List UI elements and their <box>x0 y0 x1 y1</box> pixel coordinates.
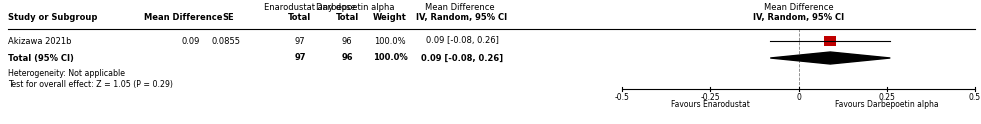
Text: -0.5: -0.5 <box>614 93 630 102</box>
Text: Favours Enarodustat: Favours Enarodustat <box>671 100 749 109</box>
Text: Mean Difference: Mean Difference <box>763 3 833 12</box>
Text: 100.0%: 100.0% <box>374 36 406 46</box>
Text: 97: 97 <box>294 36 305 46</box>
Text: 96: 96 <box>341 53 353 62</box>
Text: Total (95% CI): Total (95% CI) <box>8 53 74 62</box>
Text: Test for overall effect: Z = 1.05 (P = 0.29): Test for overall effect: Z = 1.05 (P = 0… <box>8 79 173 89</box>
Text: -0.25: -0.25 <box>700 93 720 102</box>
Text: Mean Difference: Mean Difference <box>425 3 494 12</box>
Polygon shape <box>770 52 891 64</box>
Text: 0.09: 0.09 <box>181 36 200 46</box>
Text: 0.25: 0.25 <box>878 93 896 102</box>
Text: Weight: Weight <box>373 13 407 22</box>
Text: Total: Total <box>288 13 312 22</box>
Text: 100.0%: 100.0% <box>373 53 407 62</box>
Text: IV, Random, 95% CI: IV, Random, 95% CI <box>417 13 507 22</box>
Bar <box>824 36 836 46</box>
Text: 0.5: 0.5 <box>969 93 981 102</box>
Text: 0: 0 <box>796 93 800 102</box>
Text: 0.0855: 0.0855 <box>211 36 240 46</box>
Text: Heterogeneity: Not applicable: Heterogeneity: Not applicable <box>8 69 125 78</box>
Text: Favours Darbepoetin alpha: Favours Darbepoetin alpha <box>835 100 939 109</box>
Text: SE: SE <box>222 13 233 22</box>
Text: Total: Total <box>336 13 359 22</box>
Text: Study or Subgroup: Study or Subgroup <box>8 13 97 22</box>
Text: 97: 97 <box>294 53 306 62</box>
Text: 0.09 [-0.08, 0.26]: 0.09 [-0.08, 0.26] <box>421 53 503 62</box>
Text: Darbepoetin alpha: Darbepoetin alpha <box>316 3 394 12</box>
Text: Mean Difference: Mean Difference <box>144 13 223 22</box>
Text: IV, Random, 95% CI: IV, Random, 95% CI <box>753 13 844 22</box>
Text: 0.09 [-0.08, 0.26]: 0.09 [-0.08, 0.26] <box>426 36 498 46</box>
Text: 96: 96 <box>341 36 352 46</box>
Text: Akizawa 2021b: Akizawa 2021b <box>8 36 72 46</box>
Text: Enarodustat any dose: Enarodustat any dose <box>264 3 356 12</box>
